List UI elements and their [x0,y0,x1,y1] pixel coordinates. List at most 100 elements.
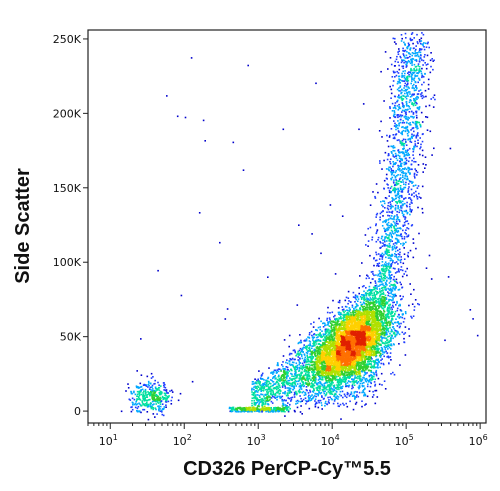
event-dot [364,350,367,353]
event-dot [344,377,346,379]
event-dot [359,337,361,339]
event-dot [376,332,379,334]
event-dot [321,359,323,361]
event-dot [308,398,311,400]
event-dot [362,347,365,350]
event-dot [370,342,373,344]
event-dot [403,333,405,335]
event-dot [348,334,351,336]
event-dot [359,323,361,325]
event-dot [347,331,349,334]
event-dot [345,332,347,335]
event-dot [334,353,336,356]
event-dot [392,323,394,325]
event-dot [367,300,369,303]
event-dot [366,344,368,346]
event-dot [332,356,335,358]
event-dot [335,390,338,393]
event-dot [378,322,381,324]
event-dot [313,348,316,351]
event-dot [390,328,393,331]
event-dot [354,340,357,342]
event-dot [346,371,349,374]
event-dot [351,306,354,308]
event-dot [356,360,358,362]
event-dot [360,357,362,359]
event-dot [335,349,338,352]
event-dot [389,356,392,358]
event-dot [357,368,359,371]
event-dot [366,346,368,348]
event-dot [366,379,369,381]
event-dot [315,339,317,342]
event-dot [333,345,335,347]
event-dot [369,311,372,313]
event-dot [339,386,341,389]
event-dot [399,316,402,318]
event-dot [333,340,335,343]
event-dot [357,304,359,307]
event-dot [392,188,395,190]
event-dot [379,315,381,317]
event-dot [384,288,386,291]
event-dot [394,334,397,337]
event-dot [346,348,349,350]
event-dot [346,350,348,352]
event-dot [333,359,335,362]
event-dot [356,361,358,363]
event-dot [346,338,348,341]
event-dot [345,362,347,364]
event-dot [340,372,343,375]
event-dot [336,373,339,376]
event-dot [425,267,428,269]
event-dot [340,324,342,327]
event-dot [363,358,366,361]
event-dot [383,346,386,348]
event-dot [325,353,327,356]
event-dot [377,364,379,367]
event-dot [353,328,356,331]
event-dot [425,64,428,66]
event-dot [288,379,291,382]
event-dot [345,378,347,381]
event-dot [351,304,354,307]
event-dot [387,356,390,359]
event-dot [309,353,311,355]
event-dot [356,329,359,332]
event-dot [302,390,305,393]
event-dot [361,334,364,337]
event-dot [322,386,325,388]
event-dot [330,390,332,392]
event-dot [365,317,367,319]
event-dot [336,384,338,386]
event-dot [353,371,355,374]
event-dot [377,351,380,353]
event-dot [350,365,352,368]
event-dot [335,376,338,378]
event-dot [413,192,415,194]
event-dot [362,310,365,313]
event-dot [400,310,403,312]
event-dot [348,328,350,330]
event-dot [379,356,382,358]
event-dot [367,315,369,317]
event-dot [349,347,352,350]
event-dot [367,330,370,333]
event-dot [353,323,355,326]
event-dot [387,345,390,347]
event-dot [335,386,338,389]
event-dot [289,352,291,355]
event-dot [361,363,363,365]
event-dot [337,301,340,303]
event-dot [295,392,297,394]
event-dot [342,346,344,348]
event-dot [315,347,318,349]
event-dot [360,356,363,358]
event-dot [349,347,351,350]
event-dot [345,316,347,318]
event-dot [315,366,317,368]
event-dot [340,380,342,382]
event-dot [316,389,318,391]
event-dot [342,358,344,360]
event-dot [365,311,368,314]
